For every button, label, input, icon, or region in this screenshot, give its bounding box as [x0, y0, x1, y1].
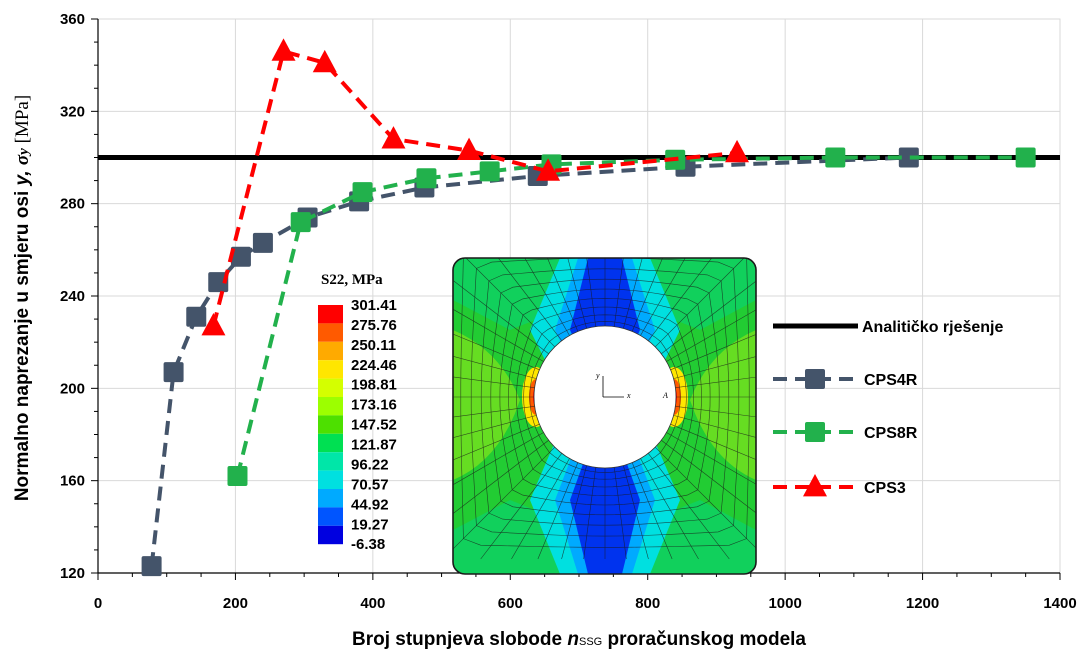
data-point-cps4r — [208, 272, 229, 293]
colorbar: S22, MPa 301.41 275.76 250.11 224.46 198.81 1… — [318, 272, 397, 553]
colorbar-label: 96.22 — [351, 456, 389, 473]
colorbar-label: 19.27 — [351, 516, 389, 533]
y-tick-label: 160 — [60, 473, 85, 490]
series-line-cps8r — [235, 155, 1026, 477]
y-tick-label: 120 — [60, 565, 85, 582]
data-point-cps3 — [457, 137, 482, 160]
y-tick-label: 280 — [60, 196, 85, 213]
legend-label-cps8r: CPS8R — [864, 425, 918, 442]
colorbar-title: S22, MPa — [321, 272, 383, 288]
x-tick-label: 400 — [360, 595, 385, 612]
data-point-cps3 — [312, 49, 337, 73]
colorbar-swatch — [318, 470, 343, 489]
y-axis-title: Normalno naprezanje u smjeru osi y, σy [… — [12, 95, 33, 501]
x-tick-label: 0 — [94, 595, 102, 612]
colorbar-label: 275.76 — [351, 317, 397, 334]
legend-item-analiti-ko-rje-enje: Analitičko rješenje — [773, 319, 1003, 336]
colorbar-swatch — [318, 360, 343, 379]
colorbar-label: 173.16 — [351, 397, 397, 414]
x-tick-labels: 0 200 400 600 800 1000 1200 1400 — [94, 595, 1077, 612]
legend-item-cps4r: CPS4R — [773, 369, 918, 389]
inset-point-label: A — [662, 391, 668, 400]
colorbar-swatch — [318, 489, 343, 508]
colorbar-label: 224.46 — [351, 357, 397, 374]
legend-label-cps4r: CPS4R — [864, 372, 918, 389]
colorbar-label: 70.57 — [351, 476, 389, 493]
x-tick-label: 800 — [635, 595, 660, 612]
data-point-cps8r — [825, 147, 846, 168]
data-series — [98, 38, 1060, 577]
x-tick-label: 1400 — [1043, 595, 1076, 612]
colorbar-label: 44.92 — [351, 496, 389, 513]
colorbar-swatch — [318, 433, 343, 453]
y-tick-labels: 120 160 200 240 280 320 360 — [60, 11, 85, 582]
colorbar-swatch — [318, 305, 343, 324]
fe-contour-inset: y x A — [452, 257, 757, 575]
colorbar-swatch — [318, 415, 343, 434]
x-tick-label: 1000 — [768, 595, 801, 612]
data-point-cps4r — [141, 556, 162, 577]
data-point-cps3 — [725, 139, 750, 163]
legend-label-cps3: CPS3 — [864, 480, 906, 497]
data-point-cps4r — [252, 232, 273, 253]
colorbar-swatch — [318, 452, 343, 471]
data-point-cps4r — [898, 147, 919, 168]
colorbar-label: 250.11 — [351, 337, 396, 354]
y-tick-label: 240 — [60, 288, 85, 305]
inset-axis-x-label: x — [626, 391, 631, 400]
data-point-cps8r — [479, 161, 500, 182]
colorbar-swatch — [318, 525, 343, 545]
legend-marker-cps8r — [805, 422, 825, 442]
colorbar-label: 198.81 — [351, 377, 397, 394]
y-tick-label: 320 — [60, 103, 85, 120]
data-point-cps8r — [1015, 147, 1036, 168]
data-point-cps3 — [536, 158, 561, 181]
y-tick-label: 360 — [60, 11, 85, 28]
colorbar-label: 121.87 — [351, 437, 397, 454]
legend-item-cps3: CPS3 — [773, 474, 906, 497]
data-point-cps4r — [163, 362, 184, 383]
colorbar-swatch — [318, 341, 343, 361]
data-point-cps4r — [230, 246, 251, 267]
colorbar-label: 147.52 — [351, 417, 397, 434]
x-tick-label: 600 — [498, 595, 523, 612]
legend: Analitičko rješenje CPS4R CPS8R CPS3 — [773, 319, 1003, 497]
x-tick-label: 1200 — [906, 595, 939, 612]
colorbar-swatch — [318, 378, 343, 397]
colorbar-label: -6.38 — [351, 536, 385, 553]
data-point-cps8r — [416, 168, 437, 189]
colorbar-swatch — [318, 507, 343, 526]
legend-label-analiti-ko-rje-enje: Analitičko rješenje — [862, 319, 1003, 336]
legend-item-cps8r: CPS8R — [773, 422, 918, 442]
colorbar-swatch — [318, 323, 343, 342]
colorbar-label: 301.41 — [351, 297, 397, 314]
legend-marker-cps3 — [803, 474, 827, 497]
data-point-cps3 — [381, 126, 406, 149]
data-point-cps8r — [227, 466, 248, 487]
inset-axis-y-label: y — [595, 371, 600, 380]
x-tick-label: 200 — [223, 595, 248, 612]
data-point-cps8r — [352, 182, 373, 203]
data-point-cps8r — [290, 212, 311, 233]
data-point-cps3 — [271, 38, 296, 61]
legend-marker-cps4r — [805, 369, 825, 389]
x-axis-title: Broj stupnjeva slobode nSSG proračunskog… — [352, 629, 806, 650]
series-cps8r — [227, 147, 1036, 487]
data-point-cps4r — [186, 306, 207, 327]
series-cps3 — [201, 38, 750, 336]
colorbar-swatch — [318, 397, 343, 416]
data-point-cps3 — [201, 313, 226, 336]
y-tick-label: 200 — [60, 380, 85, 397]
